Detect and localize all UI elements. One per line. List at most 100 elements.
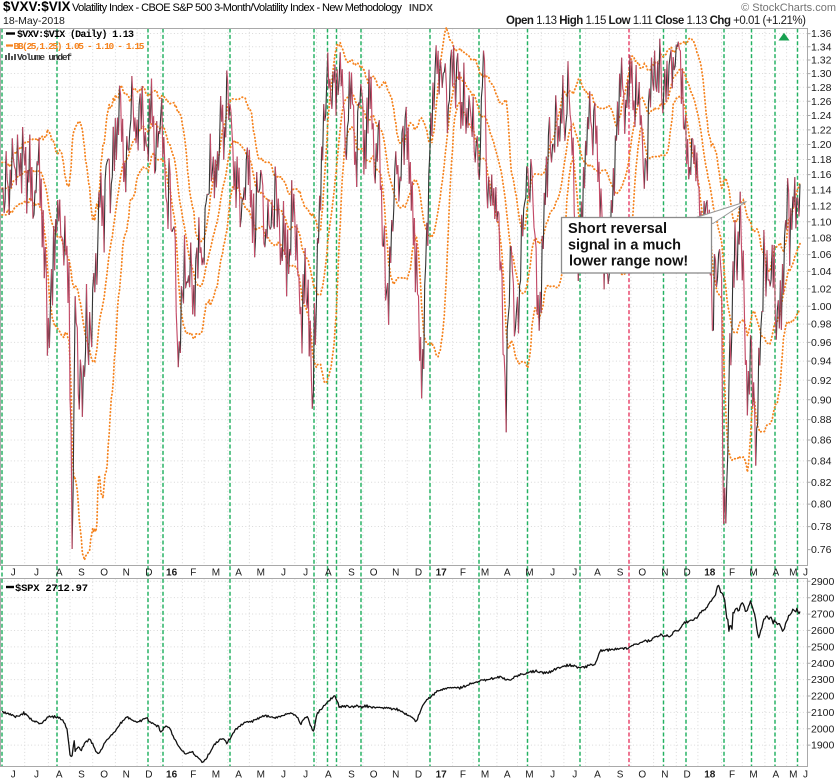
svg-text:1.06: 1.06 xyxy=(811,249,832,261)
svg-text:$SPX 2712.97: $SPX 2712.97 xyxy=(15,583,88,595)
svg-text:D: D xyxy=(683,770,690,781)
svg-text:O: O xyxy=(638,568,646,579)
svg-text:J: J xyxy=(550,770,555,781)
svg-text:0.90: 0.90 xyxy=(811,394,832,406)
svg-text:Open 1.13 High 1.15 Low 1.11 C: Open 1.13 High 1.15 Low 1.11 Close 1.13 … xyxy=(506,15,806,27)
svg-text:signal in a much: signal in a much xyxy=(568,237,681,253)
svg-text:O: O xyxy=(370,770,378,781)
svg-text:M: M xyxy=(481,770,489,781)
svg-text:F: F xyxy=(460,770,466,781)
svg-text:18: 18 xyxy=(704,770,716,781)
svg-text:1.02: 1.02 xyxy=(811,283,832,295)
svg-text:M: M xyxy=(525,770,533,781)
svg-text:0.80: 0.80 xyxy=(811,499,832,511)
svg-text:BB(25,1.25) 1.05 - 1.10 - 1.15: BB(25,1.25) 1.05 - 1.10 - 1.15 xyxy=(14,41,145,52)
svg-text:J: J xyxy=(281,770,286,781)
svg-text:16: 16 xyxy=(166,568,178,579)
svg-text:1.00: 1.00 xyxy=(811,301,832,313)
svg-text:A: A xyxy=(594,568,601,579)
svg-text:1900: 1900 xyxy=(811,740,835,752)
svg-text:A: A xyxy=(325,568,332,579)
svg-text:1.30: 1.30 xyxy=(811,68,832,80)
svg-text:0.98: 0.98 xyxy=(811,319,832,331)
svg-text:J: J xyxy=(550,568,555,579)
svg-text:A: A xyxy=(235,770,242,781)
svg-text:N: N xyxy=(123,568,130,579)
svg-text:M: M xyxy=(789,770,797,781)
svg-text:0.94: 0.94 xyxy=(811,356,832,368)
svg-text:0.88: 0.88 xyxy=(811,414,832,426)
svg-text:N: N xyxy=(123,770,130,781)
svg-text:A: A xyxy=(772,568,779,579)
svg-text:Short reversal: Short reversal xyxy=(568,221,667,237)
svg-text:16: 16 xyxy=(166,770,178,781)
svg-text:2200: 2200 xyxy=(811,691,835,703)
svg-text:A: A xyxy=(235,568,242,579)
svg-text:J: J xyxy=(34,568,39,579)
svg-text:A: A xyxy=(504,770,511,781)
svg-text:O: O xyxy=(100,568,108,579)
svg-text:A: A xyxy=(56,568,63,579)
svg-text:1.28: 1.28 xyxy=(811,82,832,94)
svg-text:2600: 2600 xyxy=(811,625,835,637)
svg-text:F: F xyxy=(190,770,196,781)
svg-text:F: F xyxy=(729,568,735,579)
svg-text:0.92: 0.92 xyxy=(811,375,832,387)
svg-text:M: M xyxy=(257,770,265,781)
svg-text:1.08: 1.08 xyxy=(811,233,832,245)
svg-text:O: O xyxy=(100,770,108,781)
svg-text:A: A xyxy=(56,770,63,781)
svg-text:© StockCharts.com: © StockCharts.com xyxy=(741,2,836,14)
svg-text:N: N xyxy=(661,770,668,781)
svg-text:J: J xyxy=(572,568,577,579)
svg-text:0.86: 0.86 xyxy=(811,435,832,447)
svg-text:O: O xyxy=(638,770,646,781)
svg-text:J: J xyxy=(803,770,808,781)
svg-text:Volatility Index - CBOE S&P 50: Volatility Index - CBOE S&P 500 3-Month/… xyxy=(72,2,403,14)
svg-text:J: J xyxy=(303,568,308,579)
svg-text:0.84: 0.84 xyxy=(811,455,832,467)
svg-text:2400: 2400 xyxy=(811,658,835,670)
svg-text:1.24: 1.24 xyxy=(811,110,832,122)
svg-text:0.96: 0.96 xyxy=(811,337,832,349)
svg-text:Volume undef: Volume undef xyxy=(17,52,72,63)
svg-text:1.22: 1.22 xyxy=(811,125,832,137)
svg-text:2900: 2900 xyxy=(811,576,835,588)
svg-text:J: J xyxy=(281,568,286,579)
svg-text:0.76: 0.76 xyxy=(811,544,832,556)
svg-text:INDX: INDX xyxy=(409,3,433,14)
svg-text:F: F xyxy=(190,568,196,579)
svg-text:O: O xyxy=(370,568,378,579)
svg-text:M: M xyxy=(212,770,220,781)
svg-text:$VXV:$VIX: $VXV:$VIX xyxy=(3,0,71,14)
svg-text:1.04: 1.04 xyxy=(811,266,832,278)
svg-text:J: J xyxy=(11,770,16,781)
svg-text:1.12: 1.12 xyxy=(811,200,832,212)
svg-text:A: A xyxy=(325,770,332,781)
svg-text:$VXV:$VIX (Daily) 1.13: $VXV:$VIX (Daily) 1.13 xyxy=(17,29,134,41)
svg-text:18-May-2018: 18-May-2018 xyxy=(3,15,65,27)
svg-text:M: M xyxy=(212,568,220,579)
svg-text:N: N xyxy=(392,770,399,781)
svg-text:J: J xyxy=(303,770,308,781)
svg-text:17: 17 xyxy=(436,770,448,781)
svg-text:M: M xyxy=(749,568,757,579)
svg-text:D: D xyxy=(415,568,422,579)
svg-text:S: S xyxy=(348,568,355,579)
svg-text:J: J xyxy=(11,568,16,579)
svg-text:S: S xyxy=(78,568,85,579)
svg-text:2800: 2800 xyxy=(811,592,835,604)
svg-text:17: 17 xyxy=(436,568,448,579)
svg-text:2100: 2100 xyxy=(811,707,835,719)
svg-text:D: D xyxy=(415,770,422,781)
svg-text:D: D xyxy=(145,770,152,781)
svg-text:A: A xyxy=(772,770,779,781)
svg-text:F: F xyxy=(460,568,466,579)
svg-text:M: M xyxy=(481,568,489,579)
svg-text:1.16: 1.16 xyxy=(811,169,832,181)
svg-text:J: J xyxy=(34,770,39,781)
svg-text:1.18: 1.18 xyxy=(811,154,832,166)
svg-text:1.32: 1.32 xyxy=(811,55,832,67)
svg-text:2000: 2000 xyxy=(811,723,835,735)
svg-text:F: F xyxy=(729,770,735,781)
